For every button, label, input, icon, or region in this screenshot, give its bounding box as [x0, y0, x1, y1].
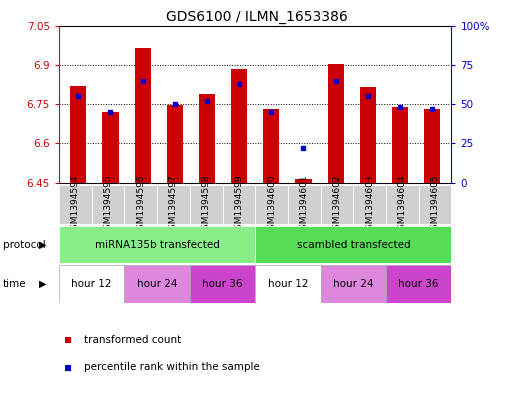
- Bar: [392, 107, 408, 183]
- Text: hour 12: hour 12: [71, 279, 112, 289]
- Bar: [157, 185, 190, 224]
- Text: GSM1394604: GSM1394604: [398, 174, 407, 235]
- Bar: [255, 265, 321, 303]
- Text: GSM1394598: GSM1394598: [202, 174, 211, 235]
- Bar: [424, 109, 440, 183]
- Bar: [231, 69, 247, 183]
- Bar: [59, 185, 92, 224]
- Bar: [70, 86, 86, 183]
- Bar: [419, 185, 451, 224]
- Bar: [134, 48, 151, 183]
- Text: protocol: protocol: [3, 240, 45, 250]
- Text: hour 12: hour 12: [268, 279, 308, 289]
- Text: miRNA135b transfected: miRNA135b transfected: [95, 240, 220, 250]
- Bar: [328, 64, 344, 183]
- Bar: [255, 226, 451, 263]
- Bar: [124, 265, 190, 303]
- Bar: [321, 265, 386, 303]
- Bar: [295, 179, 311, 183]
- Text: hour 24: hour 24: [333, 279, 373, 289]
- Text: GSM1394601: GSM1394601: [300, 174, 309, 235]
- Bar: [321, 185, 353, 224]
- Text: GSM1394605: GSM1394605: [430, 174, 440, 235]
- Text: percentile rank within the sample: percentile rank within the sample: [84, 362, 260, 373]
- Bar: [255, 185, 288, 224]
- Text: hour 36: hour 36: [399, 279, 439, 289]
- Bar: [59, 265, 124, 303]
- Bar: [353, 185, 386, 224]
- Text: ◾: ◾: [64, 362, 72, 373]
- Text: GSM1394597: GSM1394597: [169, 174, 178, 235]
- Bar: [263, 109, 280, 183]
- Text: GSM1394594: GSM1394594: [71, 174, 80, 235]
- Bar: [103, 112, 119, 183]
- Text: GSM1394596: GSM1394596: [136, 174, 145, 235]
- Text: scambled transfected: scambled transfected: [297, 240, 410, 250]
- Text: ▶: ▶: [39, 279, 46, 289]
- Text: hour 36: hour 36: [202, 279, 243, 289]
- Text: GSM1394599: GSM1394599: [234, 174, 243, 235]
- Text: GSM1394595: GSM1394595: [104, 174, 112, 235]
- Text: GSM1394603: GSM1394603: [365, 174, 374, 235]
- Bar: [190, 265, 255, 303]
- Text: time: time: [3, 279, 26, 289]
- Text: hour 24: hour 24: [137, 279, 177, 289]
- Bar: [199, 94, 215, 183]
- Text: ▶: ▶: [39, 240, 46, 250]
- Bar: [92, 185, 124, 224]
- Text: transformed count: transformed count: [84, 335, 181, 345]
- Bar: [223, 185, 255, 224]
- Text: GDS6100 / ILMN_1653386: GDS6100 / ILMN_1653386: [166, 10, 347, 24]
- Bar: [386, 265, 451, 303]
- Bar: [288, 185, 321, 224]
- Text: GSM1394602: GSM1394602: [332, 174, 342, 235]
- Bar: [190, 185, 223, 224]
- Text: GSM1394600: GSM1394600: [267, 174, 276, 235]
- Bar: [124, 185, 157, 224]
- Bar: [360, 87, 376, 183]
- Bar: [59, 226, 255, 263]
- Bar: [167, 105, 183, 183]
- Text: ◾: ◾: [64, 335, 72, 345]
- Bar: [386, 185, 419, 224]
